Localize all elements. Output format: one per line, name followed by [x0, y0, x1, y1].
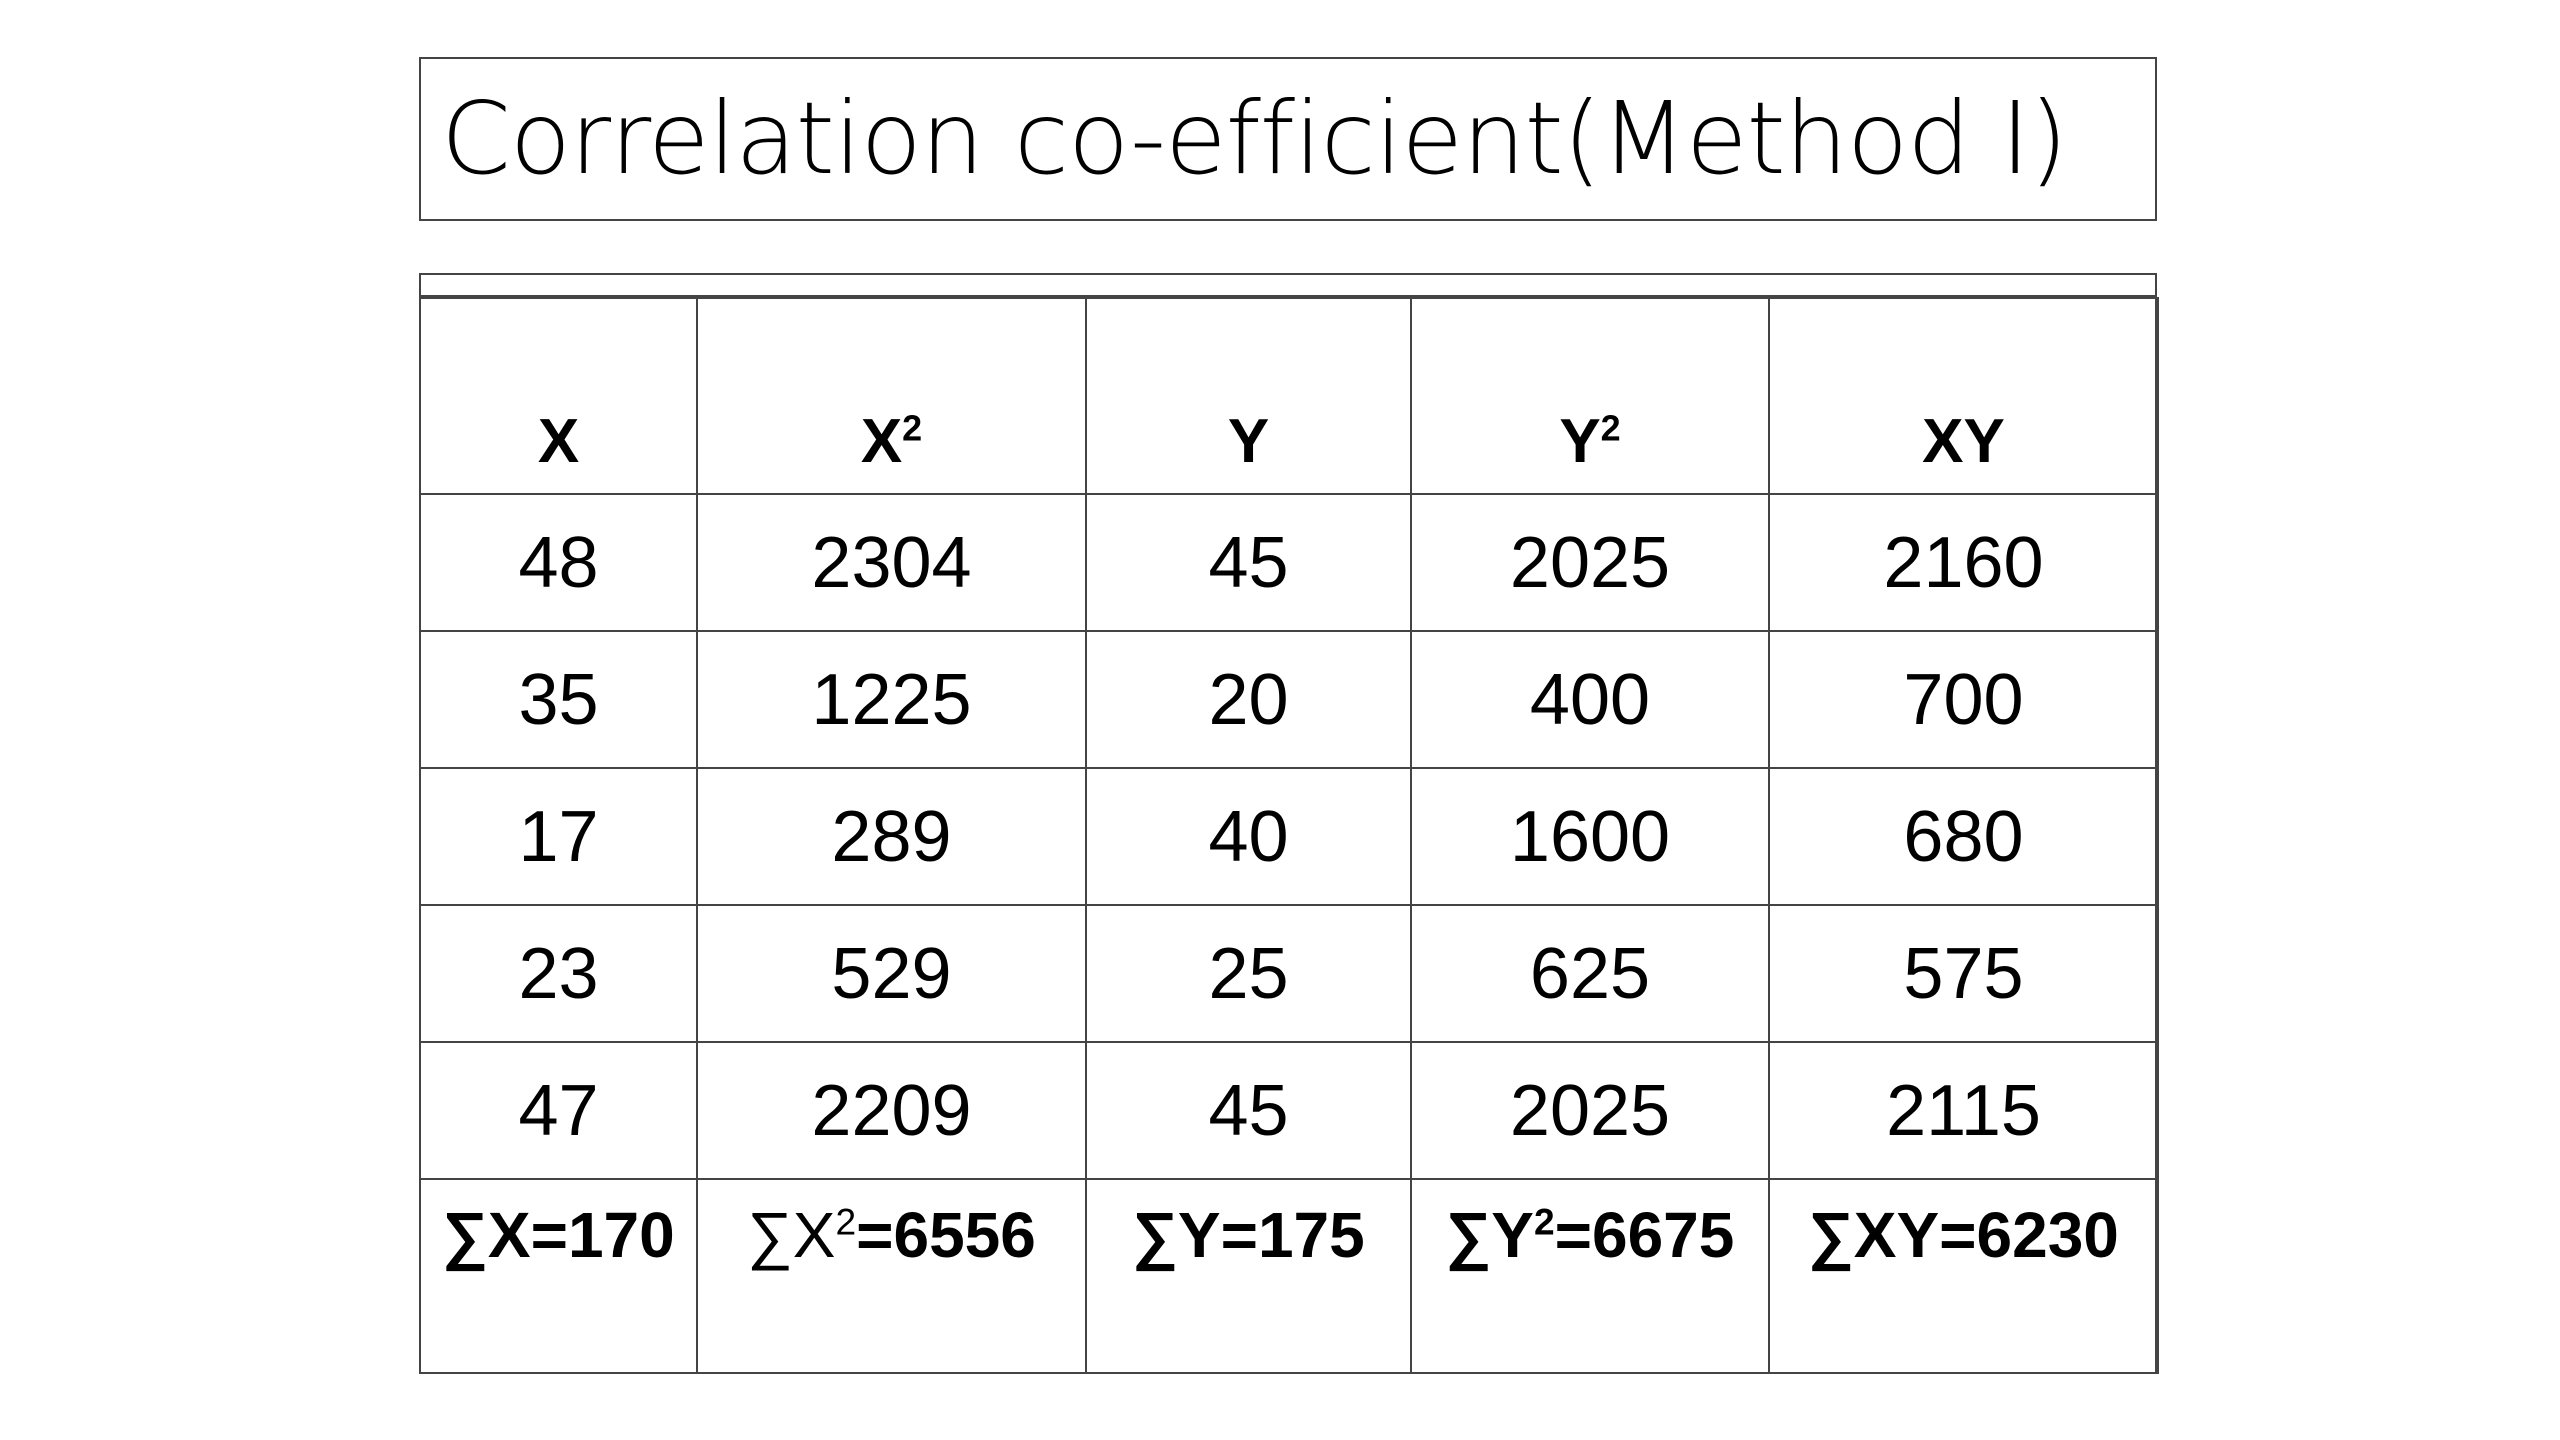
correlation-table: X X2 Y Y2 XY 48 2304 45 2025 2160 35 122	[419, 297, 2159, 1374]
table-cell: 289	[696, 767, 1087, 906]
table-cell: 20	[1085, 630, 1412, 769]
header-y: Y	[1085, 297, 1412, 495]
table-cell: 2025	[1410, 493, 1770, 632]
table-cell: 45	[1085, 1041, 1412, 1180]
header-x-squared: X2	[696, 297, 1087, 495]
sum-x: ∑X=170	[419, 1178, 698, 1374]
table-cell: 680	[1768, 767, 2159, 906]
table-cell: 45	[1085, 493, 1412, 632]
title-box: Correlation co-efficient(Method I)	[419, 57, 2157, 221]
table-cell: 2025	[1410, 1041, 1770, 1180]
table-cell: 700	[1768, 630, 2159, 769]
header-row: X X2 Y Y2 XY	[419, 297, 2159, 495]
table-container: X X2 Y Y2 XY 48 2304 45 2025 2160 35 122	[419, 273, 2159, 1374]
table-cell: 625	[1410, 904, 1770, 1043]
table-cell: 575	[1768, 904, 2159, 1043]
table-cell: 1225	[696, 630, 1087, 769]
table-row: 47 2209 45 2025 2115	[419, 1041, 2159, 1180]
sum-y: ∑Y=175	[1085, 1178, 1412, 1374]
table-cell: 23	[419, 904, 698, 1043]
table-row: 23 529 25 625 575	[419, 904, 2159, 1043]
table-cell: 48	[419, 493, 698, 632]
table-cell: 17	[419, 767, 698, 906]
table-cell: 529	[696, 904, 1087, 1043]
table-cell: 47	[419, 1041, 698, 1180]
sum-y-squared: ∑Y2=6675	[1410, 1178, 1770, 1374]
sum-row: ∑X=170 ∑X2=6556 ∑Y=175 ∑Y2=6675 ∑XY=6230	[419, 1178, 2159, 1374]
table-cell: 2115	[1768, 1041, 2159, 1180]
slide-title: Correlation co-efficient(Method I)	[441, 80, 2068, 197]
table-cell: 2160	[1768, 493, 2159, 632]
table-cell: 1600	[1410, 767, 1770, 906]
sum-xy: ∑XY=6230	[1768, 1178, 2159, 1374]
table-cell: 2304	[696, 493, 1087, 632]
table-cell: 40	[1085, 767, 1412, 906]
table-cell: 400	[1410, 630, 1770, 769]
table-top-band	[421, 275, 2155, 297]
table-cell: 2209	[696, 1041, 1087, 1180]
header-xy: XY	[1768, 297, 2159, 495]
table-cell: 25	[1085, 904, 1412, 1043]
table-row: 48 2304 45 2025 2160	[419, 493, 2159, 632]
header-y-squared: Y2	[1410, 297, 1770, 495]
sum-x-squared: ∑X2=6556	[696, 1178, 1087, 1374]
header-x: X	[419, 297, 698, 495]
table-row: 35 1225 20 400 700	[419, 630, 2159, 769]
table-row: 17 289 40 1600 680	[419, 767, 2159, 906]
table-cell: 35	[419, 630, 698, 769]
